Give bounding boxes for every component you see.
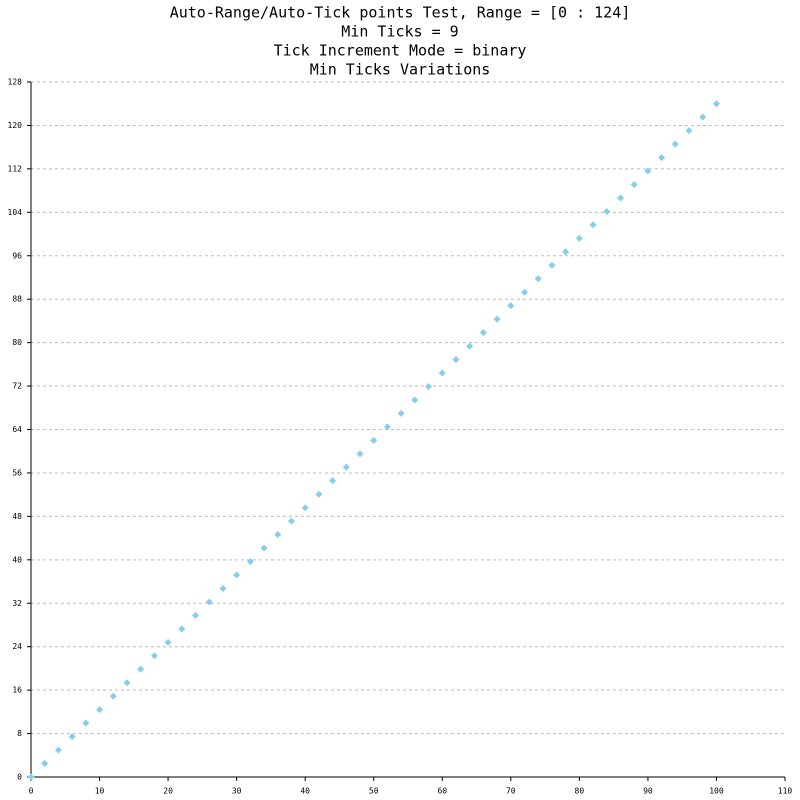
- point: [41, 760, 49, 768]
- point: [575, 234, 583, 242]
- y-tick-label: 40: [12, 555, 22, 564]
- point: [630, 181, 638, 189]
- point: [548, 261, 556, 269]
- point: [192, 611, 200, 619]
- x-tick-label: 100: [709, 787, 724, 796]
- point: [397, 409, 405, 417]
- x-tick-label: 110: [778, 787, 793, 796]
- point: [301, 504, 309, 512]
- chart-title: Min Ticks Variations: [310, 61, 491, 79]
- y-tick-label: 104: [8, 208, 23, 217]
- point: [534, 275, 542, 283]
- point: [466, 342, 474, 350]
- x-tick-label: 10: [95, 787, 105, 796]
- chart-title: Auto-Range/Auto-Tick points Test, Range …: [170, 4, 631, 22]
- point: [260, 544, 268, 552]
- point: [493, 315, 501, 323]
- x-tick-label: 20: [163, 787, 173, 796]
- point: [589, 221, 597, 229]
- y-tick-label: 32: [12, 599, 22, 608]
- point: [342, 463, 350, 471]
- point: [658, 154, 666, 162]
- point: [644, 167, 652, 175]
- point: [150, 652, 158, 660]
- y-tick-label: 16: [12, 686, 22, 695]
- y-tick-label: 88: [12, 295, 22, 304]
- point: [233, 571, 241, 579]
- x-tick-label: 70: [506, 787, 516, 796]
- x-tick-label: 80: [575, 787, 585, 796]
- y-tick-label: 24: [12, 642, 22, 651]
- point: [507, 302, 515, 310]
- point: [616, 194, 624, 202]
- point: [383, 423, 391, 431]
- point: [562, 248, 570, 256]
- y-tick-label: 112: [8, 164, 23, 173]
- point: [438, 369, 446, 377]
- y-tick-label: 80: [12, 338, 22, 347]
- point: [329, 477, 337, 485]
- y-tick-label: 56: [12, 468, 22, 477]
- point: [96, 706, 104, 714]
- point: [685, 127, 693, 135]
- y-tick-label: 64: [12, 425, 22, 434]
- point: [123, 679, 131, 687]
- x-tick-label: 0: [29, 787, 34, 796]
- point: [27, 773, 35, 781]
- point: [479, 329, 487, 337]
- chart-title: Min Ticks = 9: [341, 23, 458, 41]
- point: [82, 719, 90, 727]
- y-tick-label: 96: [12, 251, 22, 260]
- point: [356, 450, 364, 458]
- point: [411, 396, 419, 404]
- x-tick-label: 30: [232, 787, 242, 796]
- y-tick-label: 48: [12, 512, 22, 521]
- y-tick-label: 0: [17, 773, 22, 782]
- point: [671, 140, 679, 148]
- point: [164, 638, 172, 646]
- y-tick-label: 8: [17, 729, 22, 738]
- y-tick-label: 72: [12, 382, 22, 391]
- x-tick-label: 50: [369, 787, 379, 796]
- x-tick-label: 90: [643, 787, 653, 796]
- point: [274, 531, 282, 539]
- point: [425, 382, 433, 390]
- point: [246, 558, 254, 566]
- point: [109, 692, 117, 700]
- point: [521, 288, 529, 296]
- point: [603, 207, 611, 215]
- point: [178, 625, 186, 633]
- point: [205, 598, 213, 606]
- point: [68, 733, 76, 741]
- point: [712, 100, 720, 108]
- point: [315, 490, 323, 498]
- point: [370, 436, 378, 444]
- point: [287, 517, 295, 525]
- point: [699, 113, 707, 121]
- point: [137, 665, 145, 673]
- y-tick-label: 120: [8, 121, 23, 130]
- point: [452, 356, 460, 364]
- x-tick-label: 40: [300, 787, 310, 796]
- point: [54, 746, 62, 754]
- chart-title: Tick Increment Mode = binary: [274, 42, 527, 60]
- y-tick-label: 128: [8, 78, 23, 87]
- point: [219, 584, 227, 592]
- x-tick-label: 60: [437, 787, 447, 796]
